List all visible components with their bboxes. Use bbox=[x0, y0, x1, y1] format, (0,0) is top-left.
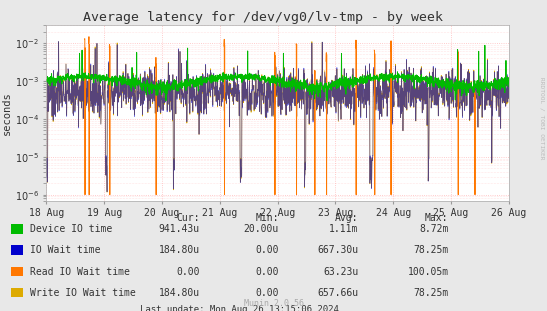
Text: Avg:: Avg: bbox=[335, 213, 358, 223]
Text: 20.00u: 20.00u bbox=[244, 224, 279, 234]
Text: IO Wait time: IO Wait time bbox=[30, 245, 101, 255]
Text: Write IO Wait time: Write IO Wait time bbox=[30, 288, 136, 298]
Text: Read IO Wait time: Read IO Wait time bbox=[30, 267, 130, 276]
Text: 100.05m: 100.05m bbox=[408, 267, 449, 276]
Text: 63.23u: 63.23u bbox=[323, 267, 358, 276]
Text: Device IO time: Device IO time bbox=[30, 224, 112, 234]
Text: Average latency for /dev/vg0/lv-tmp - by week: Average latency for /dev/vg0/lv-tmp - by… bbox=[83, 11, 443, 24]
Text: Max:: Max: bbox=[425, 213, 449, 223]
Text: 0.00: 0.00 bbox=[176, 267, 200, 276]
Text: Munin 2.0.56: Munin 2.0.56 bbox=[243, 299, 304, 308]
Text: 184.80u: 184.80u bbox=[159, 245, 200, 255]
Text: 941.43u: 941.43u bbox=[159, 224, 200, 234]
Text: 78.25m: 78.25m bbox=[414, 245, 449, 255]
Text: 184.80u: 184.80u bbox=[159, 288, 200, 298]
Text: 1.11m: 1.11m bbox=[329, 224, 358, 234]
Text: Min:: Min: bbox=[255, 213, 279, 223]
Text: Cur:: Cur: bbox=[176, 213, 200, 223]
Text: Last update: Mon Aug 26 13:15:06 2024: Last update: Mon Aug 26 13:15:06 2024 bbox=[140, 305, 339, 311]
Text: 78.25m: 78.25m bbox=[414, 288, 449, 298]
Text: 0.00: 0.00 bbox=[255, 267, 279, 276]
Text: 8.72m: 8.72m bbox=[419, 224, 449, 234]
Text: 657.66u: 657.66u bbox=[317, 288, 358, 298]
Text: 0.00: 0.00 bbox=[255, 288, 279, 298]
Text: RRDTOOL / TOBI OETIKER: RRDTOOL / TOBI OETIKER bbox=[539, 77, 544, 160]
Y-axis label: seconds: seconds bbox=[2, 91, 12, 135]
Text: 0.00: 0.00 bbox=[255, 245, 279, 255]
Text: 667.30u: 667.30u bbox=[317, 245, 358, 255]
